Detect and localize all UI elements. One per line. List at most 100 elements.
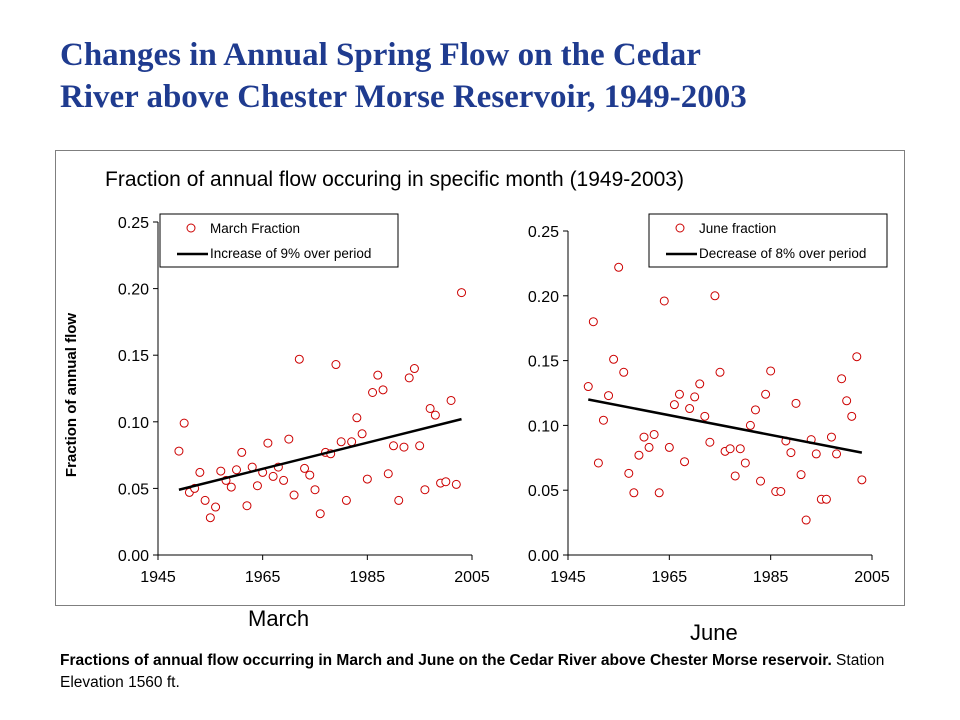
march-data-point — [451, 479, 461, 489]
march-y-tick-label: 0.05 — [118, 481, 149, 498]
june-data-point — [826, 432, 836, 442]
june-trend-line — [588, 398, 863, 454]
june-data-point — [776, 486, 786, 496]
march-data-point — [336, 437, 346, 447]
june-legend-label: Decrease of 8% over period — [699, 246, 866, 261]
march-data-point — [263, 438, 273, 448]
june-data-point — [725, 444, 735, 454]
june-data-point — [705, 437, 715, 447]
march-data-point — [205, 513, 215, 523]
march-data-point — [252, 481, 262, 491]
june-data-point — [852, 352, 862, 362]
march-data-point — [415, 441, 425, 451]
june-data-point — [821, 494, 831, 504]
june-data-point — [745, 420, 755, 430]
june-data-point — [604, 391, 614, 401]
march-data-point — [383, 469, 393, 479]
march-data-point — [216, 466, 226, 476]
march-x-tick-label: 1985 — [350, 569, 386, 586]
june-data-point — [654, 488, 664, 498]
june-panel-label: June — [690, 620, 738, 645]
march-data-point — [389, 441, 398, 451]
y-axis-title: Fraction of annual flow — [63, 313, 80, 477]
june-legend-marker — [675, 223, 685, 233]
june-data-point — [842, 396, 852, 406]
march-data-point — [399, 442, 409, 452]
caption-bold-text: Fractions of annual flow occurring in Ma… — [60, 652, 832, 669]
march-data-point — [331, 360, 341, 370]
june-data-point — [644, 442, 654, 452]
march-data-point — [300, 463, 310, 473]
march-data-point — [394, 495, 404, 505]
march-y-tick-label: 0.00 — [118, 548, 149, 565]
march-data-point — [211, 502, 221, 512]
march-data-point — [341, 495, 351, 505]
march-data-point — [420, 485, 430, 495]
june-data-point — [832, 449, 842, 459]
june-data-point — [715, 367, 725, 377]
march-chart: 0.00 0.05 0.10 0.15 0.20 0.25 1945 1965 1985 2005… — [118, 213, 490, 586]
march-data-point — [373, 370, 383, 380]
june-data-point — [766, 366, 776, 376]
june-data-point — [791, 398, 801, 408]
caption-normal-text: Station Elevation 1560 ft. — [60, 652, 885, 691]
june-data-point — [756, 476, 766, 486]
june-legend — [648, 213, 888, 268]
june-data-point — [811, 449, 821, 459]
march-data-point — [237, 447, 247, 457]
june-data-point — [735, 444, 745, 454]
page-title-line-1: Changes in Annual Spring Flow on the Ced… — [60, 37, 701, 73]
june-x-tick-label: 2005 — [854, 569, 890, 586]
march-data-point — [242, 501, 252, 511]
june-data-point — [664, 442, 674, 452]
march-y-tick-label: 0.15 — [118, 348, 149, 365]
june-data-point — [674, 389, 684, 399]
march-x-tick-label: 1945 — [140, 569, 176, 586]
march-data-point — [409, 364, 419, 374]
june-data-point — [710, 291, 720, 301]
march-data-point — [289, 490, 299, 500]
june-data-point — [634, 450, 644, 460]
june-data-point — [614, 262, 624, 272]
june-data-point — [761, 389, 771, 399]
figure-frame — [55, 150, 905, 606]
march-data-point — [446, 395, 456, 405]
june-data-point — [857, 475, 867, 485]
june-y-tick-label: 0.05 — [528, 483, 559, 500]
march-data-point — [347, 437, 357, 447]
march-trend-line — [178, 417, 462, 491]
march-data-point — [268, 471, 278, 481]
march-y-tick-label: 0.10 — [118, 415, 149, 432]
june-y-tick-label: 0.15 — [528, 354, 559, 371]
june-x-tick-label: 1985 — [753, 569, 789, 586]
march-data-point — [457, 288, 467, 298]
june-y-tick-label: 0.20 — [528, 289, 559, 306]
march-data-point — [226, 482, 236, 492]
march-data-point — [352, 413, 362, 423]
june-data-point — [796, 470, 806, 480]
march-legend-label: March Fraction — [210, 221, 300, 236]
june-data-point — [730, 471, 740, 481]
june-data-point — [649, 429, 659, 439]
march-y-tick-label: 0.20 — [118, 282, 149, 299]
june-data-point — [639, 432, 649, 442]
march-data-point — [425, 403, 435, 413]
june-y-tick-label: 0.25 — [528, 224, 559, 241]
june-y-tick-label: 0.10 — [528, 418, 559, 435]
june-x-tick-label: 1945 — [550, 569, 586, 586]
june-data-point — [685, 404, 695, 414]
march-data-point — [174, 446, 184, 456]
june-data-point — [837, 374, 847, 384]
march-legend — [159, 213, 399, 268]
march-data-point — [294, 354, 304, 364]
june-data-point — [847, 411, 857, 421]
march-data-point — [310, 485, 320, 495]
march-data-point — [404, 373, 414, 383]
march-x-tick-label: 1965 — [245, 569, 281, 586]
march-data-point — [200, 495, 210, 505]
march-data-point — [315, 509, 325, 519]
march-data-point — [378, 385, 388, 395]
june-data-point — [659, 296, 669, 306]
march-data-point — [305, 470, 315, 480]
